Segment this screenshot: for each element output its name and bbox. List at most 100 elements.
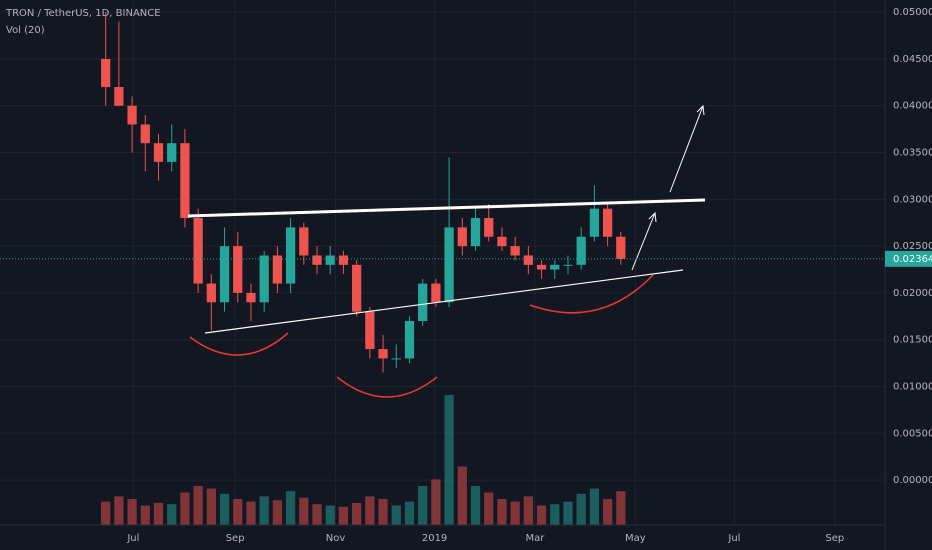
candle-body (219, 246, 230, 303)
volume-bar (616, 491, 626, 525)
volume-bar (550, 504, 560, 525)
candle-body (299, 227, 309, 256)
candle-body (127, 105, 137, 125)
candle-body (338, 255, 349, 265)
volume-bar (167, 504, 177, 525)
y-tick-label: 0.02500 (893, 241, 932, 252)
candle-body (523, 255, 533, 265)
candle-body (167, 143, 177, 162)
candle-body (470, 218, 481, 247)
x-tick-label: Jul (727, 533, 740, 544)
volume-bar (206, 488, 216, 525)
volume-bar (285, 491, 296, 525)
x-tick-label: Sep (226, 533, 245, 544)
candle-body (259, 255, 269, 303)
y-tick-label: 0.03500 (893, 148, 932, 159)
candle-body (497, 236, 507, 247)
volume-bar (391, 505, 401, 525)
volume-bar (246, 501, 256, 525)
volume-bar (272, 500, 283, 525)
volume-bar (140, 505, 150, 525)
volume-pane (101, 395, 626, 525)
indicator-label: Vol (20) (6, 25, 45, 36)
volume-bar (431, 479, 441, 525)
volume-bar (536, 505, 547, 525)
candle-body (193, 218, 203, 284)
volume-bar (457, 466, 467, 525)
curve (529, 274, 654, 314)
volume-bar (576, 493, 586, 525)
candle-body (285, 227, 296, 284)
volume-bar (365, 496, 375, 525)
candles (101, 12, 626, 373)
volume-bar (101, 501, 111, 525)
candle-body (404, 320, 415, 359)
x-tick-label: 2019 (422, 533, 447, 544)
y-tick-label: 0.05000 (893, 7, 932, 18)
candle-body (510, 246, 520, 256)
volume-bar (312, 504, 322, 525)
volume-bar (602, 499, 613, 525)
grid (0, 0, 885, 525)
y-tick-label: 0.01000 (893, 381, 932, 392)
candle-body (444, 227, 454, 303)
x-tick-label: Mar (526, 533, 546, 544)
y-tick-label: 0.02000 (893, 288, 932, 299)
candle-body (352, 264, 362, 312)
support-line (204, 269, 684, 334)
candle-body (272, 255, 283, 284)
last-price-box (885, 250, 932, 267)
candle-body (602, 208, 613, 237)
volume-bar (259, 496, 269, 525)
volume-bar (470, 486, 481, 525)
candle-body (114, 87, 124, 106)
candle-body (563, 264, 573, 266)
volume-bar (418, 486, 428, 525)
volume-bar (484, 492, 494, 525)
drawings (187, 104, 706, 398)
candle-body (457, 227, 467, 247)
candle-body (550, 264, 560, 270)
candle-body (576, 236, 586, 265)
candle-body (365, 311, 375, 350)
candle-body (325, 255, 335, 265)
candle-body (391, 358, 401, 360)
volume-bar (352, 502, 362, 525)
arrow (669, 104, 705, 193)
volume-bar (325, 505, 335, 525)
x-tick-label: Jul (126, 533, 139, 544)
candle-body (180, 143, 190, 219)
candle-body (312, 255, 322, 265)
y-tick-label: 0.00500 (893, 428, 932, 439)
candle-body (233, 246, 243, 293)
candle-body (246, 292, 256, 303)
volume-bar (378, 499, 388, 525)
volume-bar (114, 496, 124, 525)
arrow (631, 211, 657, 271)
volume-bar (510, 501, 520, 525)
x-tick-label: Sep (825, 533, 844, 544)
candle-body (153, 143, 164, 162)
volume-bar (233, 499, 243, 525)
axes: 0.05000 0.04500 0.04000 0.03500 0.03000 0.025… (0, 7, 932, 544)
volume-bar (523, 496, 533, 525)
x-tick-label: May (625, 533, 646, 544)
volume-bar (127, 499, 137, 525)
curve (336, 376, 438, 398)
volume-bar (563, 501, 573, 525)
resistance-line (187, 198, 706, 218)
candle-body (484, 218, 494, 237)
candle-body (206, 283, 216, 303)
y-tick-label: 0.01500 (893, 335, 932, 346)
volume-bar (338, 506, 349, 525)
last-price-label: 0.02364 (893, 254, 932, 265)
volume-bar (219, 493, 230, 525)
y-tick-label: 0.04000 (893, 101, 932, 112)
volume-bar (153, 502, 164, 525)
volume-bar (193, 486, 203, 525)
volume-bar (404, 501, 415, 525)
curve (189, 332, 289, 356)
candle-body (378, 349, 388, 359)
